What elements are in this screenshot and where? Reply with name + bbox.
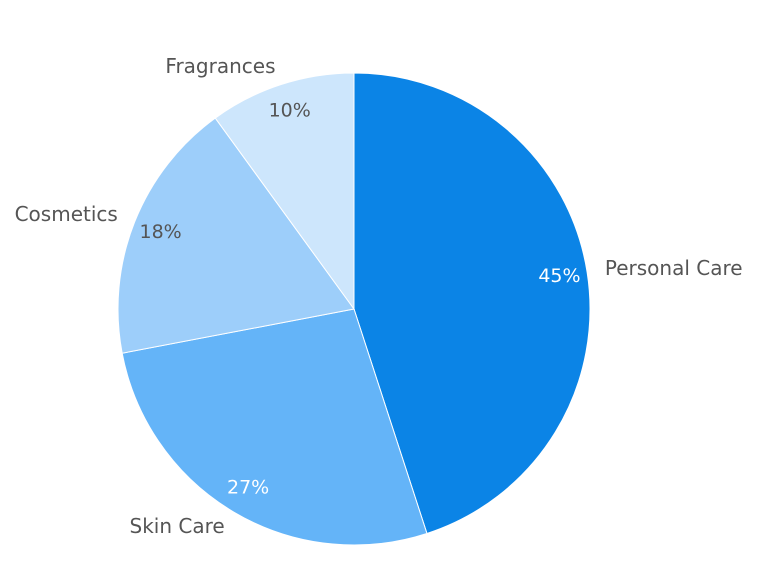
category-label-fragrances: Fragrances [165, 54, 275, 78]
pct-label-fragrances: 10% [269, 100, 311, 122]
pie-slice-cosmetics[interactable] [117, 117, 355, 354]
pct-label-personal-care: 45% [538, 265, 580, 287]
pie-slice-skin-care[interactable] [121, 308, 428, 546]
pct-label-cosmetics: 18% [139, 221, 181, 243]
category-labels: Personal Care Skin Care Cosmetics Fragrance… [15, 54, 743, 538]
pie-slice-personal-care[interactable] [353, 72, 591, 535]
category-label-personal-care: Personal Care [605, 256, 743, 280]
pct-label-skin-care: 27% [227, 477, 269, 499]
category-label-cosmetics: Cosmetics [15, 202, 118, 226]
pie-slice-fragrances[interactable] [214, 72, 355, 311]
percentage-labels: 45% 27% 18% 10% [139, 100, 580, 499]
category-label-skin-care: Skin Care [130, 514, 225, 538]
pie-slices [117, 72, 591, 546]
